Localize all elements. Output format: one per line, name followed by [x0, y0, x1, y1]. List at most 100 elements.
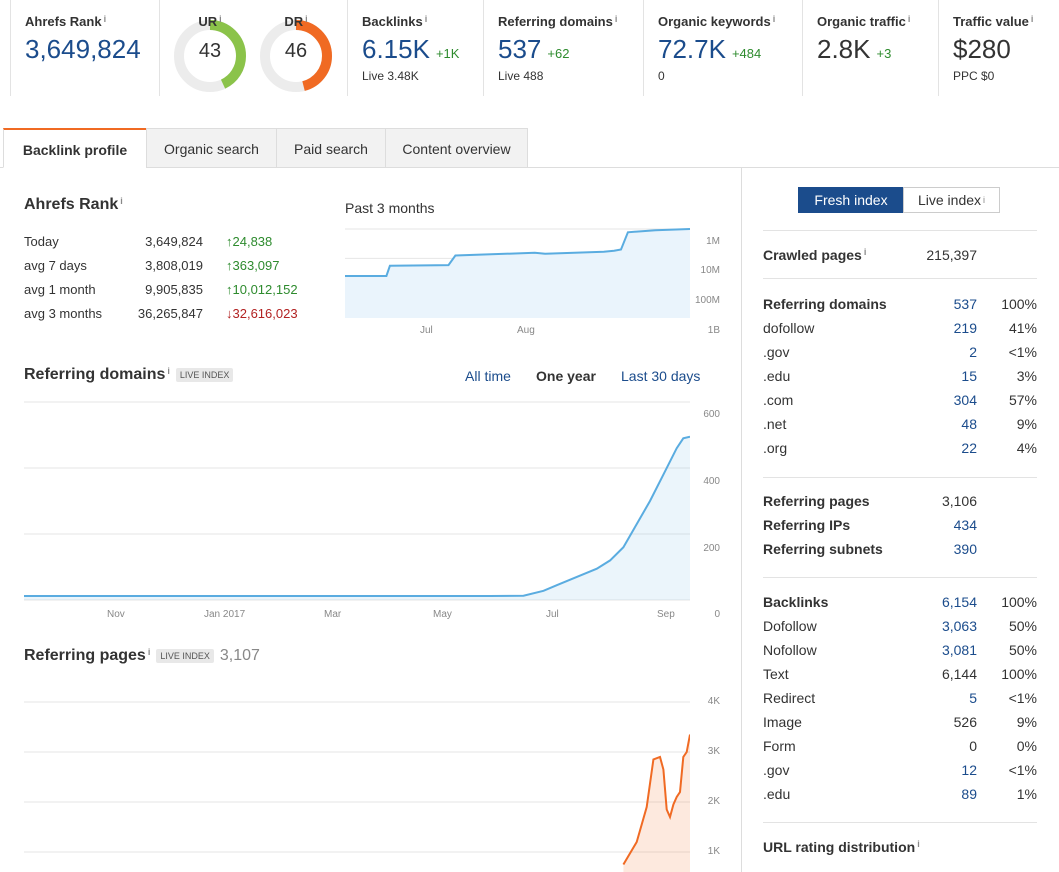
- ahrefs-rank-chart: [345, 228, 690, 318]
- backlinks-row-percent: <1%: [1008, 762, 1037, 778]
- domains-row-label: Referring domains: [763, 296, 887, 312]
- backlinks-live: Live 3.48K: [362, 69, 419, 83]
- ur-gauge: UR i 43: [170, 14, 250, 94]
- domains-x-tick: May: [433, 609, 452, 620]
- tab-backlink-profile[interactable]: Backlink profile: [3, 128, 147, 168]
- domains-row-value[interactable]: 15: [961, 368, 977, 384]
- pages-row-value[interactable]: 390: [953, 541, 977, 557]
- backlinks-row-value: 526: [953, 714, 977, 730]
- domains-row: Referring domains 537 100%: [763, 296, 1037, 316]
- stats-panel: [741, 168, 1059, 872]
- domains-row-value[interactable]: 2: [969, 344, 977, 360]
- rank-row-change: ↓32,616,023: [226, 306, 298, 321]
- backlinks-row-value[interactable]: 3,063: [941, 618, 977, 634]
- backlinks-row-percent: 100%: [1001, 594, 1037, 610]
- fresh-index-button[interactable]: Fresh index: [798, 187, 904, 213]
- organic-traffic-metric[interactable]: Organic traffic i 2.8K +3: [803, 0, 939, 96]
- rank-row-1month: avg 1 month 9,905,835 ↑10,012,152: [24, 282, 324, 302]
- domains-row-label: dofollow: [763, 320, 815, 336]
- backlinks-row-value[interactable]: 89: [961, 786, 977, 802]
- organic-keywords-sub: 0: [658, 69, 665, 83]
- crawled-pages-value: 215,397: [926, 247, 977, 263]
- backlinks-row-percent: 0%: [1016, 738, 1037, 754]
- backlinks-row: Form 0 0%: [763, 738, 1037, 758]
- backlinks-row-label: Backlinks: [763, 594, 829, 610]
- ahrefs-rank-value: 3,649,824: [25, 34, 141, 64]
- ref-pages-count: 3,107: [219, 647, 260, 664]
- backlinks-value[interactable]: 6.15K +1K: [362, 34, 460, 64]
- traffic-value-ppc: PPC $0: [953, 69, 995, 83]
- rank-row-change: ↑24,838: [226, 234, 273, 249]
- domains-row-label: .edu: [763, 368, 791, 384]
- domains-row-value[interactable]: 537: [953, 296, 977, 312]
- backlinks-row: .edu 89 1%: [763, 786, 1037, 806]
- rank-row-label: avg 7 days: [24, 258, 87, 273]
- rank-y-tick: 1M: [706, 236, 720, 247]
- domains-row-percent: 57%: [1008, 392, 1037, 408]
- range-one-year[interactable]: One year: [536, 368, 596, 384]
- domains-row-value[interactable]: 22: [961, 440, 977, 456]
- live-index-badge: LIVE INDEX: [175, 367, 234, 382]
- range-all-time[interactable]: All time: [465, 368, 511, 384]
- divider: [763, 477, 1037, 478]
- domains-y-tick: 400: [703, 476, 720, 487]
- organic-keywords-metric[interactable]: Organic keywords i 72.7K +484 0: [644, 0, 803, 96]
- domains-x-tick: Sep: [657, 609, 675, 620]
- rank-row-7days: avg 7 days 3,808,019 ↑363,097: [24, 258, 324, 278]
- range-last-30-days[interactable]: Last 30 days: [621, 368, 701, 384]
- backlinks-row-value[interactable]: 6,154: [941, 594, 977, 610]
- backlinks-row-percent: 1%: [1016, 786, 1037, 802]
- domains-line: [24, 435, 690, 597]
- tab-organic-search[interactable]: Organic search: [146, 128, 277, 168]
- backlinks-row-percent: <1%: [1008, 690, 1037, 706]
- divider: [763, 278, 1037, 279]
- metrics-bar: Ahrefs Rank i 3,649,824 UR i 43 DR i 46 Bac…: [0, 0, 1059, 96]
- backlinks-label: Backlinks i: [362, 14, 428, 29]
- domains-row-percent: 9%: [1016, 416, 1037, 432]
- rank-row-label: Today: [24, 234, 59, 249]
- domains-row-value[interactable]: 304: [953, 392, 977, 408]
- organic-traffic-label: Organic traffic i: [817, 14, 911, 29]
- organic-traffic-value[interactable]: 2.8K +3: [817, 34, 892, 64]
- domains-row-label: .com: [763, 392, 794, 408]
- domains-x-tick: Nov: [107, 609, 125, 620]
- backlinks-row: Nofollow 3,081 50%: [763, 642, 1037, 662]
- url-rating-label: URL rating distribution i: [763, 839, 920, 855]
- tab-paid-search[interactable]: Paid search: [276, 128, 386, 168]
- backlinks-row-value[interactable]: 3,081: [941, 642, 977, 658]
- domains-row-label: .gov: [763, 344, 790, 360]
- backlinks-row-value[interactable]: 12: [961, 762, 977, 778]
- domains-row: .net 48 9%: [763, 416, 1037, 436]
- backlinks-row-label: Form: [763, 738, 796, 754]
- rank-line: [345, 228, 690, 277]
- backlinks-row-label: Nofollow: [763, 642, 817, 658]
- pages-row-value[interactable]: 434: [953, 517, 977, 533]
- ref-domains-chart: [24, 401, 690, 601]
- crawled-pages-label: Crawled pages i: [763, 247, 867, 263]
- backlinks-row-label: Redirect: [763, 690, 816, 706]
- dr-gauge-ring: [260, 20, 332, 92]
- domains-row-value[interactable]: 48: [961, 416, 977, 432]
- backlinks-row-value[interactable]: 5: [969, 690, 977, 706]
- rank-row-value: 9,905,835: [145, 282, 203, 297]
- pages-row: Referring IPs 434: [763, 517, 1037, 537]
- ref-domains-metric[interactable]: Referring domains i 537 +62 Live 488: [484, 0, 644, 96]
- rank-x-tick: Jul: [420, 325, 433, 336]
- backlinks-row-label: Image: [763, 714, 802, 730]
- domains-y-tick: 600: [703, 409, 720, 420]
- backlinks-row-label: Text: [763, 666, 789, 682]
- rank-period-label: Past 3 months: [345, 200, 435, 216]
- backlinks-metric[interactable]: Backlinks i 6.15K +1K Live 3.48K: [348, 0, 484, 96]
- organic-keywords-value[interactable]: 72.7K +484: [658, 34, 762, 64]
- live-index-button[interactable]: Live index i: [903, 187, 1000, 213]
- domains-row: dofollow 219 41%: [763, 320, 1037, 340]
- rank-row-change: ↑10,012,152: [226, 282, 298, 297]
- domains-area: [24, 436, 690, 600]
- backlinks-row: Dofollow 3,063 50%: [763, 618, 1037, 638]
- traffic-value-metric: Traffic value i $280 PPC $0: [939, 0, 1059, 96]
- pages-row: Referring subnets 390: [763, 541, 1037, 561]
- tab-content-overview[interactable]: Content overview: [385, 128, 528, 168]
- domains-y-tick: 0: [714, 609, 720, 620]
- domains-row-value[interactable]: 219: [953, 320, 977, 336]
- ref-domains-value[interactable]: 537 +62: [498, 34, 570, 64]
